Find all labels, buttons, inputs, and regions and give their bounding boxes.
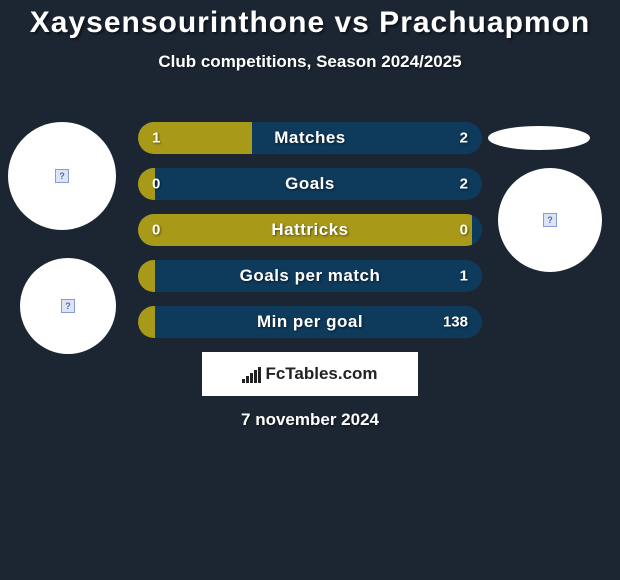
stat-label: Min per goal: [257, 312, 363, 332]
broken-image-icon: ?: [55, 169, 69, 183]
stat-label: Goals per match: [240, 266, 381, 286]
footer-text: FcTables.com: [265, 364, 377, 384]
stat-value-left: 0: [152, 222, 160, 239]
broken-image-icon: ?: [543, 213, 557, 227]
stat-value-right: 2: [460, 176, 468, 193]
stat-row: 1 Matches 2: [138, 122, 482, 154]
stat-row: 0 Goals 2: [138, 168, 482, 200]
stat-value-right: 1: [460, 268, 468, 285]
stat-label: Hattricks: [271, 220, 348, 240]
page-title: Xaysensourinthone vs Prachuapmon: [0, 0, 620, 40]
stat-value-left: 0: [152, 176, 160, 193]
decorative-ellipse: [488, 126, 590, 150]
avatar-circle: ?: [8, 122, 116, 230]
stat-row: Goals per match 1: [138, 260, 482, 292]
stat-label: Matches: [274, 128, 346, 148]
broken-image-icon: ?: [61, 299, 75, 313]
stat-fill-left: [138, 260, 155, 292]
avatar-circle: ?: [20, 258, 116, 354]
subtitle: Club competitions, Season 2024/2025: [0, 52, 620, 72]
stat-value-left: 1: [152, 130, 160, 147]
stat-label: Goals: [285, 174, 335, 194]
stat-row: 0 Hattricks 0: [138, 214, 482, 246]
stat-value-right: 2: [460, 130, 468, 147]
footer-attribution: FcTables.com: [202, 352, 418, 396]
stat-row: Min per goal 138: [138, 306, 482, 338]
fctables-logo-icon: [242, 365, 261, 383]
stat-value-right: 0: [460, 222, 468, 239]
stats-container: 1 Matches 2 0 Goals 2 0 Hattricks 0 Goals per mat…: [138, 122, 482, 352]
stat-fill-left: [138, 306, 155, 338]
date-text: 7 november 2024: [241, 410, 379, 430]
avatar-circle: ?: [498, 168, 602, 272]
stat-value-right: 138: [443, 314, 468, 331]
